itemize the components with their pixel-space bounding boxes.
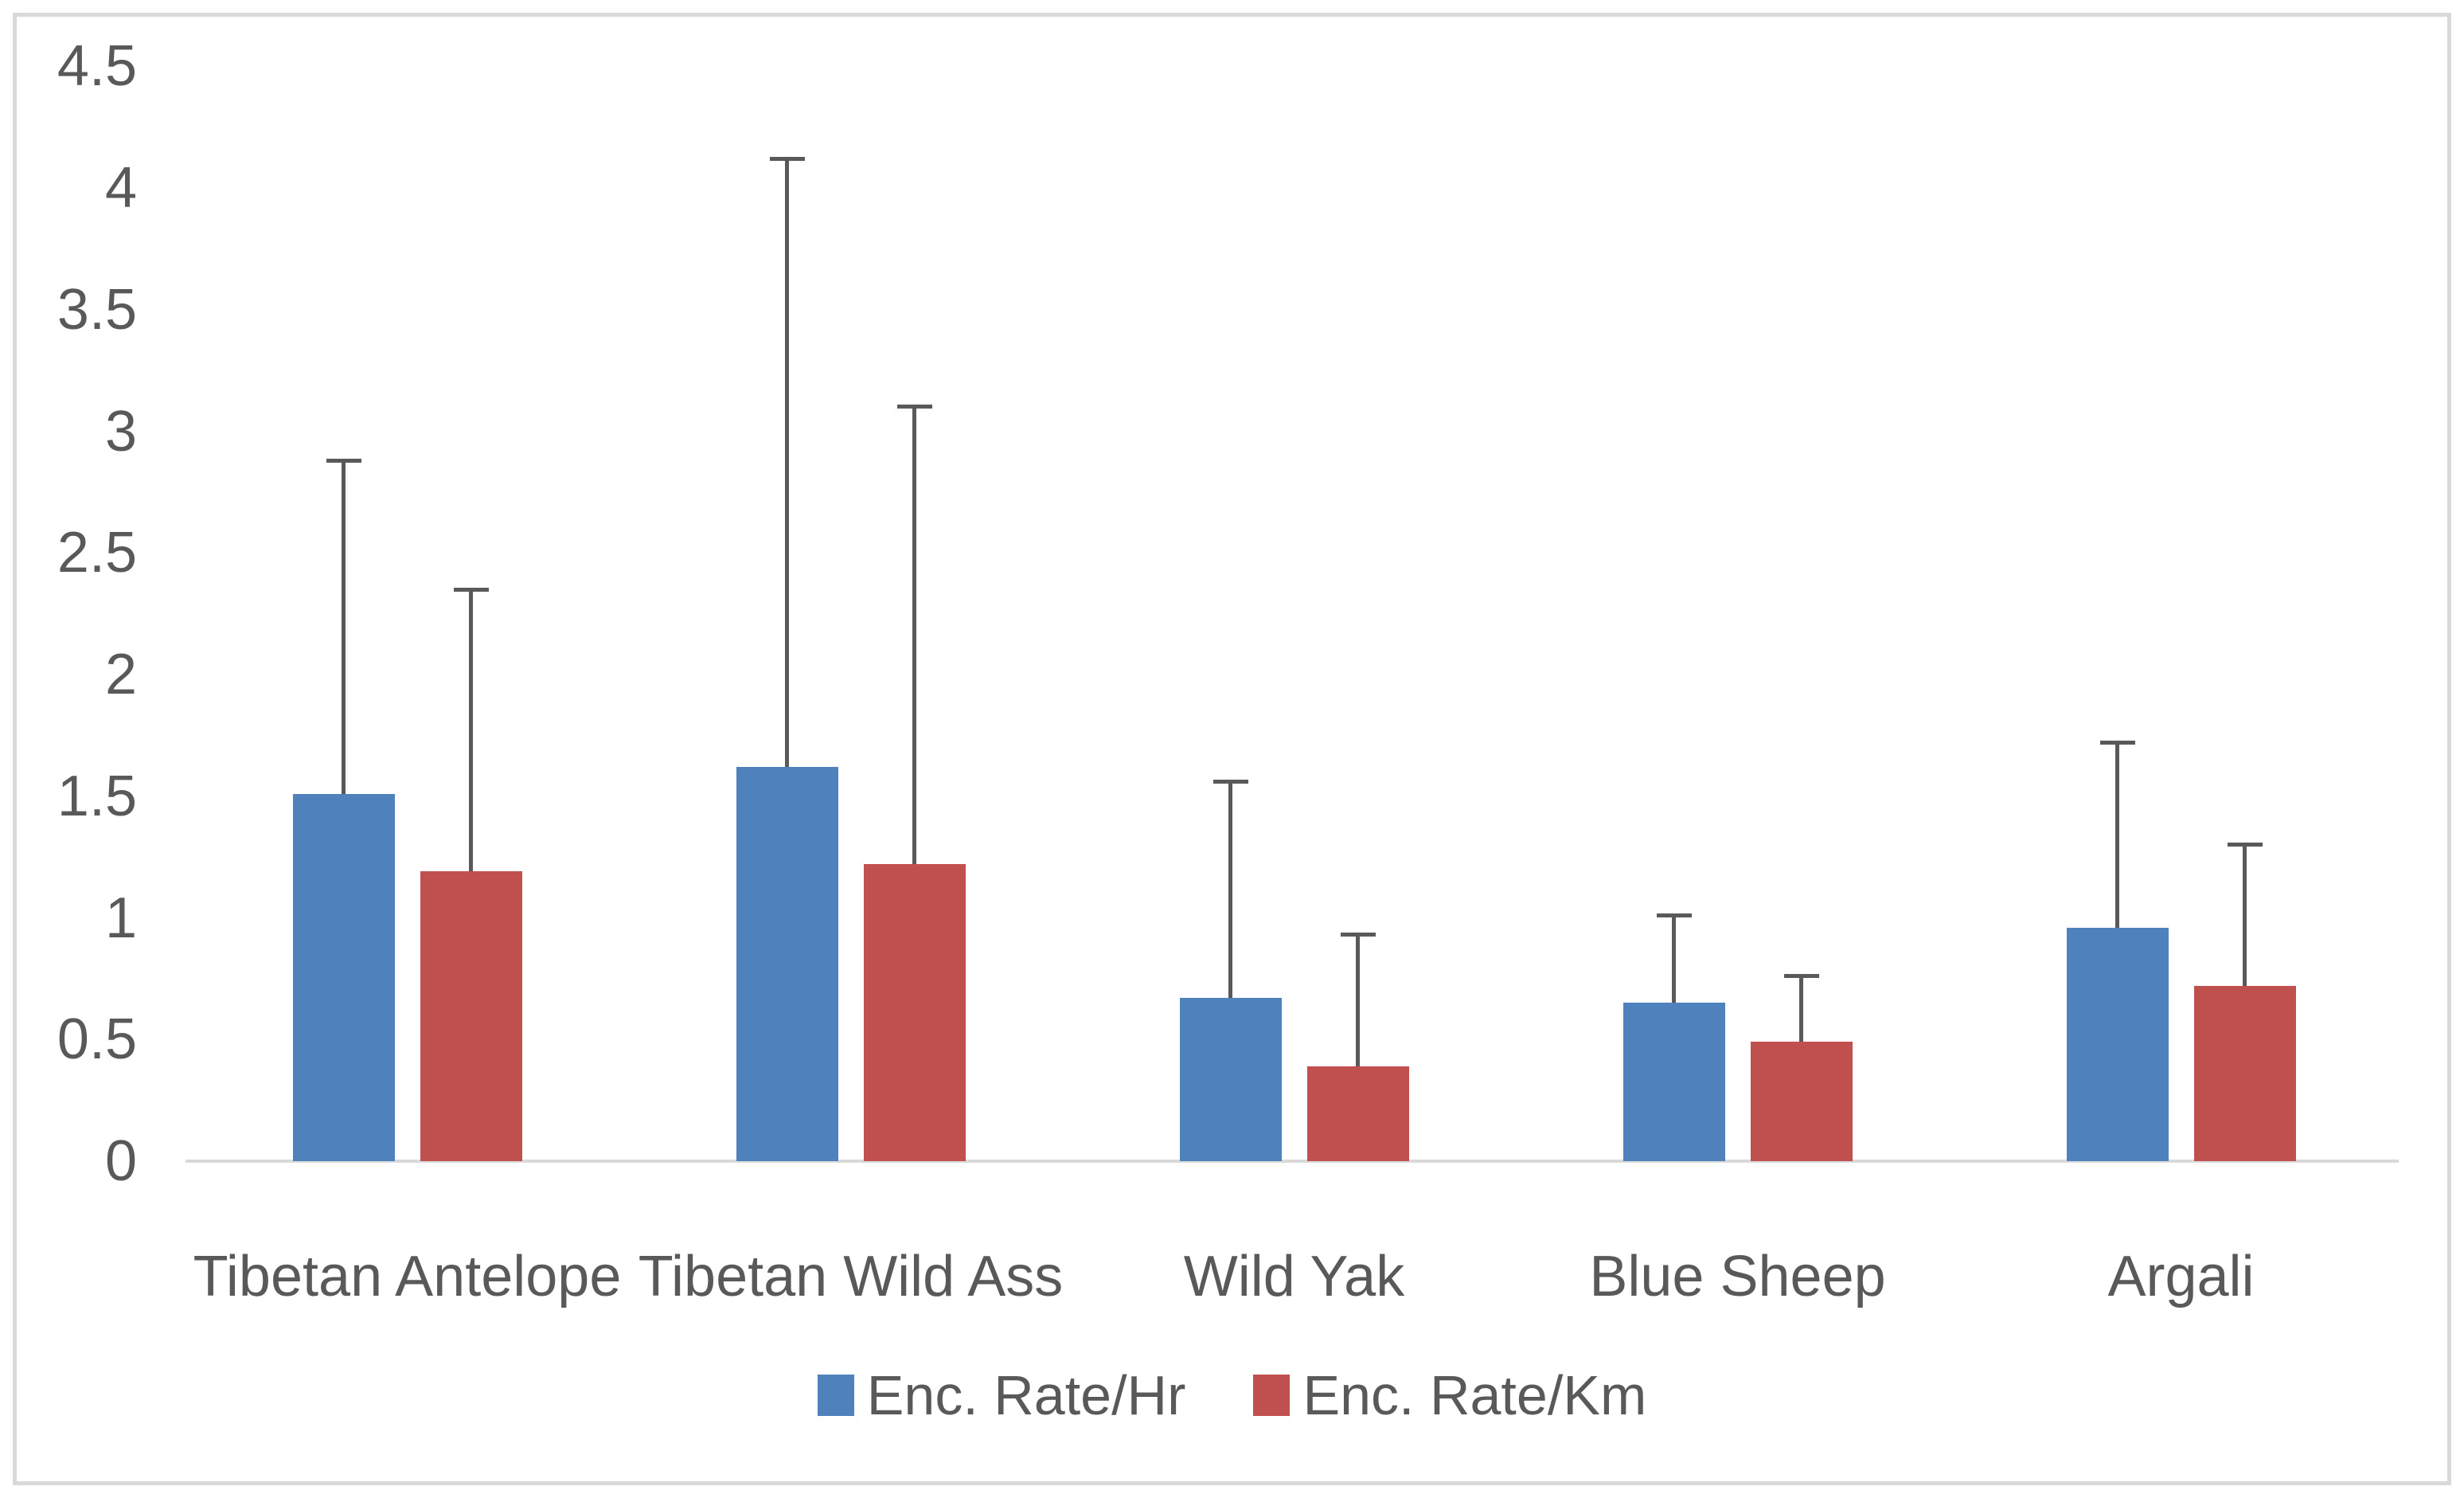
error-whisker-enc-rate-hr-tibetan-wild-ass [785,158,789,768]
error-whisker-enc-rate-hr-blue-sheep [1672,915,1676,1003]
error-cap-enc-rate-km-tibetan-antelope [453,587,489,592]
legend: Enc. Rate/Hr Enc. Rate/Km [0,1363,2464,1427]
category-label-blue-sheep: Blue Sheep [1589,1245,1886,1308]
y-tick-label-0-5: 0.5 [57,1007,137,1072]
error-cap-enc-rate-hr-wild-yak [1212,779,1248,784]
error-cap-enc-rate-hr-blue-sheep [1656,913,1692,917]
y-tick-label-1: 1 [104,886,137,950]
y-tick-label-1-5: 1.5 [57,764,137,828]
error-cap-enc-rate-hr-argali [2099,741,2135,745]
error-cap-enc-rate-km-argali [2227,843,2263,847]
x-axis-line [185,1160,2399,1163]
legend-label-enc-rate-km: Enc. Rate/Km [1302,1364,1647,1426]
bar-enc-rate-hr-tibetan-antelope [292,793,395,1161]
error-cap-enc-rate-hr-tibetan-antelope [326,458,361,463]
legend-swatch-icon-enc-rate-hr [817,1375,854,1416]
category-label-tibetan-antelope: Tibetan Antelope [193,1245,622,1308]
legend-item-enc-rate-km: Enc. Rate/Km [1253,1363,1646,1427]
error-cap-enc-rate-km-wild-yak [1340,933,1376,937]
error-whisker-enc-rate-km-argali [2243,844,2247,987]
bar-enc-rate-hr-argali [2066,927,2169,1161]
y-tick-label-4-5: 4.5 [57,34,137,99]
error-cap-enc-rate-hr-tibetan-wild-ass [769,156,805,161]
y-tick-label-2: 2 [104,643,137,706]
bar-enc-rate-km-blue-sheep [1750,1042,1853,1161]
error-cap-enc-rate-km-tibetan-wild-ass [896,405,932,409]
legend-label-enc-rate-hr: Enc. Rate/Hr [866,1364,1186,1426]
bar-enc-rate-km-argali [2193,986,2296,1161]
y-tick-label-4: 4 [104,156,137,220]
y-tick-label-3: 3 [104,399,137,463]
category-label-wild-yak: Wild Yak [1183,1245,1405,1308]
bar-enc-rate-hr-wild-yak [1179,998,1282,1161]
error-whisker-enc-rate-km-wild-yak [1356,934,1360,1066]
chart-frame [13,13,2451,1485]
error-whisker-enc-rate-hr-argali [2115,742,2119,928]
error-whisker-enc-rate-hr-wild-yak [1228,781,1232,999]
y-tick-label-0: 0 [104,1129,137,1193]
error-whisker-enc-rate-hr-tibetan-antelope [342,460,346,794]
bar-enc-rate-km-tibetan-antelope [420,871,522,1161]
bar-enc-rate-km-wild-yak [1306,1066,1409,1161]
category-label-argali: Argali [2107,1245,2255,1308]
bar-enc-rate-hr-blue-sheep [1622,1003,1725,1161]
error-whisker-enc-rate-km-tibetan-wild-ass [912,406,916,865]
error-whisker-enc-rate-km-tibetan-antelope [469,589,473,872]
y-tick-label-2-5: 2.5 [57,521,137,585]
category-label-tibetan-wild-ass: Tibetan Wild Ass [638,1245,1064,1308]
error-cap-enc-rate-km-blue-sheep [1783,974,1819,979]
error-whisker-enc-rate-km-blue-sheep [1799,976,1803,1042]
bar-enc-rate-km-tibetan-wild-ass [863,864,966,1161]
legend-swatch-icon-enc-rate-km [1253,1375,1291,1416]
bar-enc-rate-hr-tibetan-wild-ass [736,767,838,1161]
y-tick-label-3-5: 3.5 [57,277,137,342]
legend-item-enc-rate-hr: Enc. Rate/Hr [817,1363,1186,1427]
